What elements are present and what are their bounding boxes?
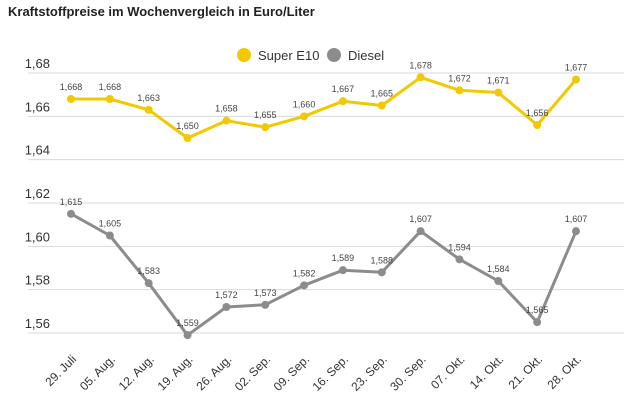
legend-label: Diesel: [348, 48, 384, 63]
y-tick-label: 1,68: [25, 56, 50, 71]
data-label: 1,572: [215, 290, 238, 300]
data-label: 1,583: [137, 266, 160, 276]
data-label: 1,678: [409, 60, 432, 70]
data-point: [494, 88, 503, 97]
legend-swatch: [327, 48, 341, 62]
data-point: [572, 227, 580, 236]
data-point: [572, 75, 580, 84]
data-point: [261, 300, 270, 309]
data-label: 1,668: [99, 82, 122, 92]
series-super-e10: 1,668 1,668 1,663 1,650 1,658 1,655 1,660 1,667…: [60, 60, 588, 142]
data-point: [300, 112, 309, 121]
data-label: 1,559: [176, 318, 199, 328]
x-tick-label: 05. Aug.: [77, 352, 118, 393]
data-label: 1,650: [176, 121, 199, 131]
data-label: 1,658: [215, 104, 238, 114]
data-point: [416, 73, 425, 82]
data-label: 1,660: [293, 99, 316, 109]
y-tick-label: 1,56: [25, 316, 50, 331]
data-label: 1,584: [487, 264, 510, 274]
x-tick-label: 19. Aug.: [155, 352, 196, 393]
data-point: [416, 227, 425, 236]
data-label: 1,668: [60, 82, 83, 92]
data-label: 1,671: [487, 76, 510, 86]
data-label: 1,573: [254, 288, 277, 298]
data-point: [533, 121, 542, 129]
data-point: [533, 318, 542, 327]
legend-swatch: [237, 48, 251, 62]
x-tick-label: 14. Okt.: [467, 352, 507, 392]
legend-item: Diesel: [327, 48, 384, 63]
series-line: [70, 212, 578, 337]
x-tick-label: 21. Okt.: [506, 352, 546, 392]
data-label: 1,677: [565, 63, 588, 73]
x-tick-label: 12. Aug.: [116, 352, 157, 393]
data-label: 1,607: [409, 214, 432, 224]
y-tick-label: 1,58: [25, 273, 50, 288]
data-point: [105, 231, 114, 240]
x-tick-label: 07. Okt.: [428, 352, 468, 392]
data-label: 1,615: [60, 197, 83, 207]
chart-title: Kraftstoffpreise im Wochenvergleich in E…: [8, 4, 315, 19]
data-point: [494, 277, 503, 285]
data-point: [261, 123, 270, 132]
y-axis-ticks: 1,56 1,58 1,60 1,62 1,64 1,66 1,68: [25, 56, 50, 331]
data-point: [144, 279, 153, 288]
data-point: [300, 281, 309, 290]
x-tick-label: 30. Sep.: [387, 352, 429, 394]
y-tick-label: 1,62: [25, 186, 50, 201]
legend-item: Super E10: [237, 48, 319, 63]
x-tick-label: 09. Sep.: [271, 352, 313, 394]
data-label: 1,665: [371, 89, 394, 99]
data-label: 1,605: [99, 219, 122, 229]
data-label: 1,667: [332, 84, 355, 94]
data-point: [455, 255, 464, 264]
x-tick-label: 02. Sep.: [232, 352, 274, 394]
x-tick-label: 26. Aug.: [193, 352, 234, 393]
data-point: [338, 97, 347, 106]
series-diesel: 1,615 1,605 1,583 1,559 1,572 1,573 1,582 1,589…: [60, 197, 588, 340]
data-point: [222, 116, 231, 125]
legend: Super E10 Diesel: [237, 48, 384, 63]
data-point: [183, 134, 192, 142]
data-point: [377, 101, 386, 110]
x-tick-label: 29. Juli: [42, 352, 79, 389]
data-label: 1,565: [526, 305, 549, 315]
x-tick-label: 16. Sep.: [310, 352, 352, 394]
data-point: [144, 105, 153, 114]
y-tick-label: 1,64: [25, 143, 50, 158]
legend-label: Super E10: [258, 48, 319, 63]
series-layer: 1,668 1,668 1,663 1,650 1,658 1,655 1,660 1,667…: [60, 60, 588, 340]
data-point: [183, 331, 192, 340]
data-point: [455, 86, 464, 95]
series-line: [71, 75, 578, 140]
data-point: [338, 266, 347, 275]
data-point: [67, 95, 75, 103]
data-label: 1,656: [526, 108, 549, 118]
data-label: 1,607: [565, 214, 588, 224]
data-label: 1,589: [332, 253, 355, 263]
x-tick-label: 23. Sep.: [348, 352, 390, 394]
data-point: [222, 303, 231, 311]
y-tick-label: 1,66: [25, 99, 50, 114]
data-label: 1,655: [254, 110, 277, 120]
grid-lines: [28, 72, 624, 334]
data-label: 1,582: [293, 268, 316, 278]
data-label: 1,588: [371, 255, 394, 265]
data-point: [377, 268, 386, 277]
y-tick-label: 1,60: [25, 229, 50, 244]
x-tick-label: 28. Okt.: [545, 352, 585, 392]
data-point: [105, 95, 114, 103]
data-label: 1,594: [448, 242, 471, 252]
data-label: 1,672: [448, 73, 471, 83]
data-label: 1,663: [137, 93, 160, 103]
data-point: [67, 209, 75, 218]
